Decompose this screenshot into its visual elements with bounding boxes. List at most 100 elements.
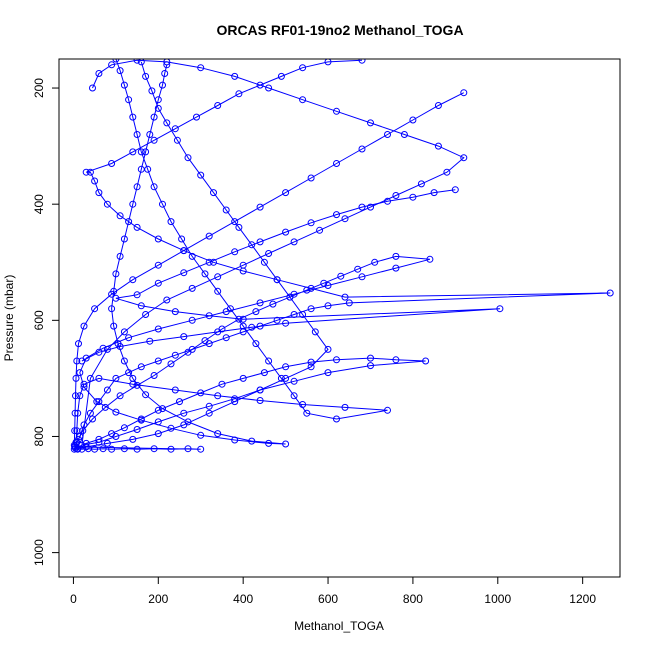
data-point xyxy=(129,200,137,208)
data-point xyxy=(277,72,285,80)
data-point xyxy=(112,408,120,416)
data-point xyxy=(371,258,379,266)
data-point xyxy=(214,102,222,109)
data-point xyxy=(86,168,94,176)
data-point xyxy=(443,168,451,176)
data-point xyxy=(133,426,141,433)
data-point xyxy=(71,427,79,435)
series-2 xyxy=(71,61,434,450)
y-tick-label: 800 xyxy=(32,426,46,446)
data-point xyxy=(95,70,103,77)
data-point xyxy=(129,148,137,156)
data-point xyxy=(95,189,103,197)
data-point xyxy=(256,397,264,404)
data-point xyxy=(282,189,290,197)
data-point xyxy=(72,392,79,400)
data-point xyxy=(82,443,90,451)
data-point xyxy=(307,284,315,292)
data-point xyxy=(265,250,273,257)
data-point xyxy=(116,212,124,220)
data-point xyxy=(226,305,234,313)
data-point xyxy=(72,374,80,382)
chart-title: ORCAS RF01-19no2 Methanol_TOGA xyxy=(216,22,463,38)
data-point xyxy=(173,136,181,144)
data-point xyxy=(180,269,188,277)
data-point xyxy=(133,223,141,231)
x-tick-label: 1200 xyxy=(569,592,596,606)
data-point xyxy=(460,154,468,162)
data-point xyxy=(358,273,366,281)
data-point xyxy=(163,296,171,304)
data-point xyxy=(142,148,150,156)
data-point xyxy=(103,439,111,447)
series-3 xyxy=(74,59,332,453)
data-point xyxy=(392,264,400,272)
data-point xyxy=(299,96,307,104)
data-point xyxy=(159,81,166,89)
data-point xyxy=(345,299,353,307)
data-point xyxy=(273,316,281,324)
data-point xyxy=(159,200,166,208)
data-point xyxy=(434,142,442,150)
data-point xyxy=(265,84,273,92)
data-point xyxy=(125,334,133,342)
data-point xyxy=(341,293,349,301)
data-point xyxy=(367,362,374,370)
data-point xyxy=(235,90,243,98)
data-point xyxy=(307,174,315,182)
data-point xyxy=(320,279,328,287)
data-point xyxy=(409,116,417,124)
data-point xyxy=(148,87,156,95)
data-point xyxy=(248,323,256,331)
data-point xyxy=(282,374,290,382)
data-point xyxy=(142,311,150,318)
series-1 xyxy=(72,59,468,452)
data-point xyxy=(248,241,256,249)
data-point xyxy=(358,203,366,211)
data-point xyxy=(422,357,430,365)
data-point xyxy=(108,290,116,298)
data-point xyxy=(103,200,111,208)
data-point xyxy=(78,357,86,365)
data-point xyxy=(201,270,209,278)
data-point xyxy=(150,183,158,191)
data-point xyxy=(260,258,268,266)
data-point xyxy=(116,343,124,350)
data-point xyxy=(101,403,109,411)
x-tick-label: 600 xyxy=(318,592,338,606)
data-point xyxy=(150,113,158,121)
data-point xyxy=(430,189,438,197)
data-point xyxy=(256,386,264,394)
data-point xyxy=(171,308,179,316)
data-point xyxy=(89,84,96,92)
data-point xyxy=(163,61,171,69)
data-point xyxy=(239,374,247,382)
data-point xyxy=(324,302,332,310)
data-point xyxy=(426,255,434,263)
data-point xyxy=(341,403,349,411)
data-point xyxy=(256,81,264,89)
data-point xyxy=(333,211,340,219)
series-line xyxy=(77,61,329,450)
y-tick-label: 1000 xyxy=(32,539,46,566)
data-point xyxy=(184,348,192,356)
data-point xyxy=(120,235,128,243)
data-point xyxy=(159,405,166,413)
data-point xyxy=(137,416,145,424)
data-point xyxy=(214,392,222,400)
data-point xyxy=(239,261,247,269)
data-point xyxy=(73,427,81,435)
data-point xyxy=(112,294,120,302)
data-point xyxy=(129,276,137,284)
data-point xyxy=(150,372,158,379)
data-point xyxy=(290,238,298,246)
data-point xyxy=(324,282,332,289)
data-point xyxy=(178,235,186,243)
data-point xyxy=(205,409,213,417)
data-point xyxy=(248,437,256,445)
data-point xyxy=(333,356,340,364)
data-point xyxy=(99,445,107,453)
data-point xyxy=(358,59,366,64)
plot-frame xyxy=(58,58,621,578)
data-point xyxy=(154,430,162,438)
